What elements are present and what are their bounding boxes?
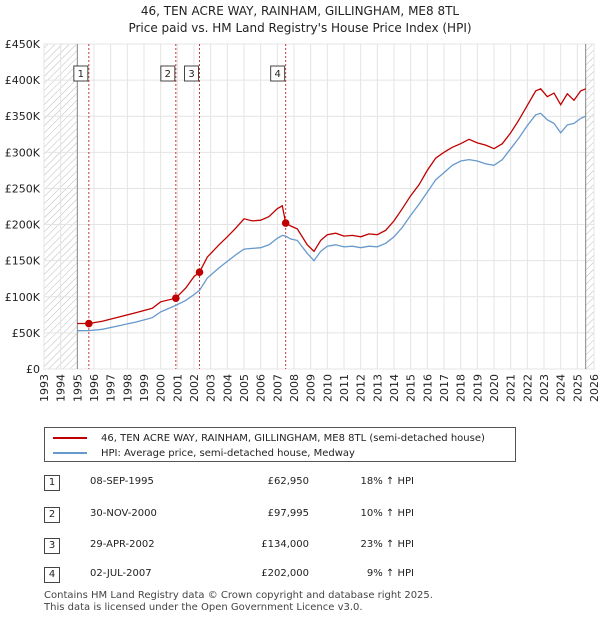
- legend-label-hpi: HPI: Average price, semi-detached house,…: [101, 447, 355, 459]
- transaction-price: £134,000: [261, 539, 309, 550]
- x-tick-label: 1996: [88, 374, 101, 402]
- footer-copyright: Contains HM Land Registry data © Crown c…: [44, 590, 433, 601]
- hpi-line: [77, 112, 586, 332]
- x-tick-label: 1999: [138, 374, 151, 402]
- transaction-hpi-diff: 18% ↑ HPI: [360, 476, 414, 487]
- transaction-price: £202,000: [261, 568, 309, 579]
- x-tick-label: 2015: [405, 374, 418, 402]
- x-tick-label: 1995: [71, 374, 84, 402]
- x-tick-label: 2020: [488, 374, 501, 402]
- y-tick-label: £400K: [5, 74, 41, 87]
- price-chart: £0 £50K £100K £150K £200K £250K £300K £350K £400…: [5, 38, 600, 402]
- x-tick-label: 2025: [571, 374, 584, 402]
- x-tick-label: 1997: [105, 374, 118, 402]
- y-tick-label: £350K: [5, 110, 41, 123]
- transaction-marker-label: 1: [78, 69, 84, 80]
- y-tick-label: £50K: [12, 327, 41, 340]
- chart-subtitle: Price paid vs. HM Land Registry's House …: [128, 21, 472, 35]
- legend-swatch-hpi: [53, 452, 87, 454]
- y-tick-label: £450K: [5, 38, 41, 51]
- x-tick-label: 2013: [371, 374, 384, 402]
- transaction-price: £62,950: [267, 476, 309, 487]
- x-tick-label: 1998: [121, 374, 134, 402]
- y-tick-label: £100K: [5, 291, 41, 304]
- x-tick-label: 2005: [238, 374, 251, 402]
- transaction-hpi-diff: 23% ↑ HPI: [360, 539, 414, 550]
- x-tick-label: 2024: [555, 374, 568, 402]
- x-tick-label: 2000: [155, 374, 168, 402]
- x-tick-label: 2016: [421, 374, 434, 402]
- y-tick-label: £0: [26, 363, 40, 376]
- transaction-date: 08-SEP-1995: [90, 476, 154, 487]
- x-tick-label: 2017: [438, 374, 451, 402]
- transaction-point: [172, 294, 180, 303]
- transaction-row: 4 02-JUL-2007 £202,000 9% ↑ HPI: [44, 565, 484, 585]
- x-tick-label: 2006: [255, 374, 268, 402]
- transaction-marker-box: [160, 65, 176, 82]
- x-tick-label: 2014: [388, 374, 401, 402]
- x-tick-label: 1993: [38, 374, 51, 402]
- hatch-region-after-data: [585, 44, 594, 369]
- chart-title-address: 46, TEN ACRE WAY, RAINHAM, GILLINGHAM, M…: [140, 4, 460, 18]
- x-tick-label: 2023: [538, 374, 551, 402]
- transaction-marker-box: [270, 65, 286, 82]
- transaction-hpi-diff: 9% ↑ HPI: [366, 568, 414, 579]
- transaction-marker-label: 3: [188, 69, 194, 80]
- transaction-number: 3: [44, 538, 60, 554]
- transaction-row: 1 08-SEP-1995 £62,950 18% ↑ HPI: [44, 473, 484, 493]
- x-tick-label: 2010: [321, 374, 334, 402]
- y-tick-label: £300K: [5, 146, 41, 159]
- x-tick-label: 2019: [471, 374, 484, 402]
- transaction-date: 29-APR-2002: [90, 539, 155, 550]
- transaction-row: 3 29-APR-2002 £134,000 23% ↑ HPI: [44, 536, 484, 556]
- x-tick-label: 2018: [455, 374, 468, 402]
- x-tick-label: 1994: [55, 374, 68, 402]
- transaction-date: 02-JUL-2007: [90, 568, 152, 579]
- transaction-number: 4: [44, 567, 60, 583]
- transaction-marker-box: [184, 65, 199, 82]
- y-tick-label: £150K: [5, 255, 41, 268]
- x-tick-label: 2021: [505, 374, 518, 402]
- x-tick-label: 2026: [588, 374, 600, 402]
- x-tick-label: 2002: [188, 374, 201, 402]
- transaction-number: 2: [44, 507, 60, 523]
- footer-licence: This data is licensed under the Open Gov…: [44, 602, 363, 613]
- transaction-marker-label: 4: [274, 69, 280, 80]
- y-tick-label: £250K: [5, 182, 41, 195]
- x-tick-label: 2008: [288, 374, 301, 402]
- x-tick-label: 2007: [271, 374, 284, 402]
- transaction-date: 30-NOV-2000: [90, 508, 157, 519]
- transaction-point: [85, 319, 93, 328]
- x-tick-label: 2012: [355, 374, 368, 402]
- legend-swatch-property: [53, 437, 87, 439]
- legend-label-property: 46, TEN ACRE WAY, RAINHAM, GILLINGHAM, M…: [101, 432, 485, 444]
- transaction-row: 2 30-NOV-2000 £97,995 10% ↑ HPI: [44, 505, 484, 525]
- transaction-marker-box: [73, 65, 89, 82]
- legend-item-property: 46, TEN ACRE WAY, RAINHAM, GILLINGHAM, M…: [53, 431, 485, 445]
- x-tick-label: 2001: [171, 374, 184, 402]
- transaction-point: [281, 219, 290, 227]
- y-tick-label: £200K: [5, 219, 41, 232]
- x-tick-label: 2003: [205, 374, 218, 402]
- chart-legend: 46, TEN ACRE WAY, RAINHAM, GILLINGHAM, M…: [44, 427, 516, 462]
- x-tick-label: 2009: [305, 374, 318, 402]
- transaction-number: 1: [44, 475, 60, 491]
- x-tick-label: 2022: [521, 374, 534, 402]
- transaction-hpi-diff: 10% ↑ HPI: [360, 508, 414, 519]
- transaction-point: [195, 268, 204, 277]
- x-tick-label: 2004: [221, 374, 234, 402]
- legend-item-hpi: HPI: Average price, semi-detached house,…: [53, 446, 355, 460]
- transaction-price: £97,995: [267, 508, 309, 519]
- plot-area: [43, 43, 595, 370]
- transaction-marker-label: 2: [165, 69, 171, 80]
- x-tick-label: 2011: [338, 374, 351, 402]
